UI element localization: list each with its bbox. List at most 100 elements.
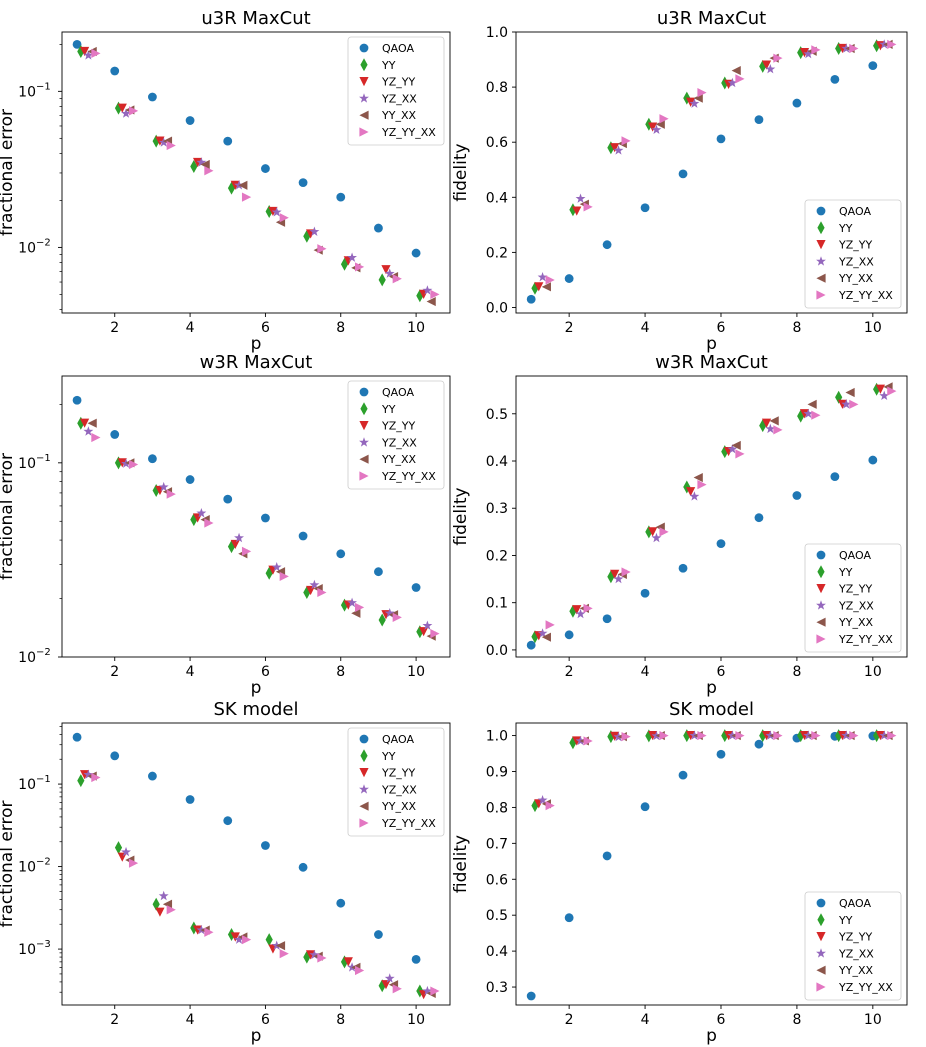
legend-marker-yz-yy-xx (359, 471, 369, 481)
legend-label-yz-yy-xx: YZ_YY_XX (381, 126, 436, 139)
data-point-yz-xx (575, 735, 586, 746)
series-qaoa (72, 39, 421, 258)
data-point-yz-yy-xx (583, 736, 593, 746)
data-point-yz-yy-xx (279, 949, 289, 959)
data-point-yz-yy (648, 122, 658, 132)
data-point-qaoa (716, 134, 726, 144)
data-point-yz-yy-xx (621, 567, 631, 577)
data-point-qaoa (526, 294, 536, 304)
series-yz-yy-xx (91, 432, 440, 639)
data-point-yy (114, 101, 123, 115)
data-point-qaoa (716, 539, 726, 549)
data-point-yz-yy (875, 384, 886, 394)
data-point-yz-yy-xx (91, 48, 101, 59)
data-point-yz-yy-xx (773, 53, 783, 63)
legend-label-yy: YY (838, 222, 853, 235)
legend-marker-yy-xx (816, 273, 826, 283)
data-point-yz-xx (83, 769, 94, 779)
data-point-yz-yy-xx (204, 166, 214, 176)
series-qaoa (526, 455, 878, 650)
data-point-yy-xx (162, 899, 173, 909)
data-point-qaoa (411, 954, 421, 964)
data-point-yz-xx (309, 579, 320, 590)
y-axis-label: fidelity (451, 835, 471, 893)
data-point-yz-xx (537, 795, 548, 805)
data-point-qaoa (678, 770, 688, 780)
series-yz-yy-xx (91, 772, 440, 996)
data-point-qaoa (72, 732, 82, 742)
plot-frame (61, 722, 451, 1006)
chart-title: w3R MaxCut (655, 352, 768, 373)
data-point-yz-xx (575, 193, 586, 203)
data-point-yz-xx (271, 940, 282, 950)
y-tick-label: 10 (18, 942, 36, 958)
data-point-yz-yy-xx (697, 730, 707, 741)
chart-panel-4: w3R MaxCut p fidelity 2 4 6 8 10 0.0 0.1 0.2 0.3 0.4… (451, 352, 908, 698)
data-point-yy (114, 841, 123, 855)
legend-box (347, 36, 445, 146)
legend-marker-yy-xx (359, 801, 369, 811)
legend-marker-yz-xx (359, 437, 369, 447)
data-point-yz-yy-xx (430, 289, 440, 299)
x-tick-label: 4 (186, 664, 195, 680)
data-point-yy-xx (655, 119, 665, 129)
data-point-yz-yy (117, 103, 127, 113)
data-point-yz-yy (381, 265, 391, 275)
data-point-yz-yy (723, 730, 734, 741)
data-point-yz-yy (572, 736, 582, 746)
data-point-qaoa (148, 92, 157, 102)
legend-marker-yz-yy-xx (816, 982, 826, 992)
data-point-yz-yy (761, 418, 772, 428)
data-point-yz-yy (761, 60, 772, 70)
x-tick-label: 2 (110, 320, 119, 336)
x-axis-label: p (251, 1026, 262, 1046)
y-tick-exponent: −1 (36, 774, 51, 785)
data-point-yz-yy-xx (849, 399, 859, 409)
legend-label-yy: YY (838, 566, 853, 579)
data-point-yz-yy-xx (241, 546, 252, 556)
data-point-yz-xx (121, 108, 131, 118)
data-point-qaoa (336, 192, 346, 202)
data-point-yy (378, 613, 386, 627)
legend-label-yy: YY (381, 59, 396, 72)
legend-label-yz-yy: YZ_YY (838, 583, 872, 596)
legend-marker-qaoa (816, 550, 826, 560)
data-point-yz-xx (803, 408, 814, 418)
data-point-yz-yy (837, 43, 848, 54)
series-yy (77, 774, 424, 998)
data-point-yz-xx (651, 532, 662, 543)
y-axis-label: fidelity (451, 143, 471, 201)
data-point-yz-xx (651, 124, 662, 135)
legend-marker-yz-yy-xx (816, 290, 826, 300)
data-point-qaoa (298, 531, 308, 541)
data-point-qaoa (868, 455, 878, 465)
data-point-yz-xx (309, 226, 320, 236)
x-tick-label: 10 (864, 1012, 882, 1028)
legend: QAOA YY YZ_YY YZ_XX YY_XX YZ_YY_XX (804, 891, 902, 1001)
x-tick-label: 8 (336, 1012, 345, 1028)
data-point-yz-yy (648, 730, 658, 741)
y-tick-exponent: −1 (36, 453, 51, 464)
data-point-yz-xx (422, 620, 433, 630)
data-point-yy (114, 456, 123, 470)
data-point-yy (607, 570, 615, 584)
data-point-yz-xx (271, 562, 282, 572)
legend-label-yz-yy: YZ_YY (381, 420, 415, 433)
series-yz-xx (537, 39, 890, 282)
data-point-qaoa (72, 395, 82, 405)
data-point-qaoa (148, 454, 157, 464)
legend-box (347, 727, 445, 837)
legend-label-yz-yy-xx: YZ_YY_XX (838, 981, 893, 994)
data-point-yz-xx (158, 137, 169, 147)
x-tick-label: 2 (565, 320, 574, 336)
legend-marker-yz-yy (359, 77, 369, 87)
data-point-qaoa (374, 223, 383, 233)
legend-marker-yz-yy-xx (359, 818, 369, 828)
data-point-yy (607, 141, 615, 155)
y-tick-label: 0.8 (486, 80, 508, 96)
legend-marker-yz-yy (359, 421, 369, 431)
legend-label-qaoa: QAOA (839, 205, 871, 218)
legend-label-yy-xx: YY_XX (381, 109, 416, 122)
